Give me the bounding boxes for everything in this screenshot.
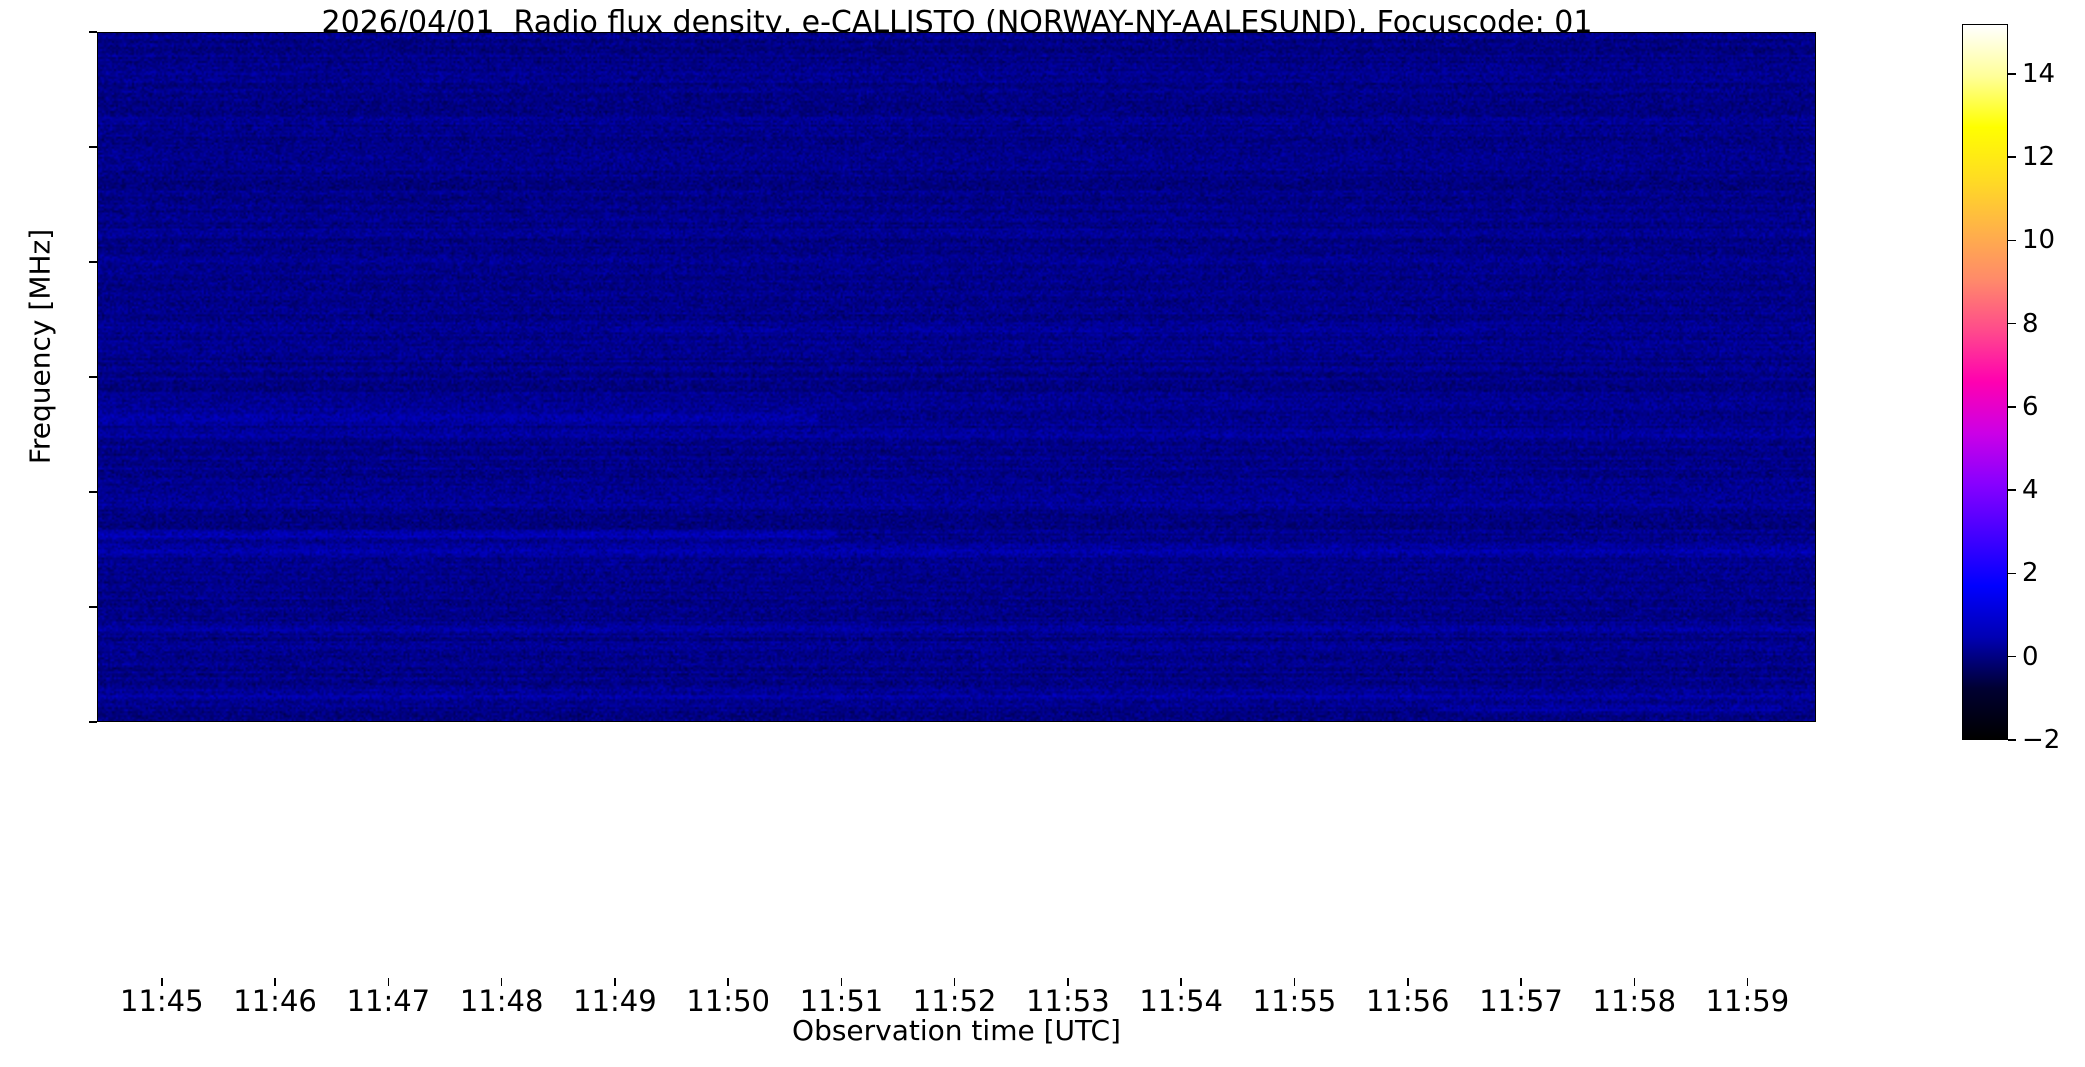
y-tick-mark (89, 146, 97, 148)
x-tick-mark (1067, 978, 1069, 986)
x-tick-label: 11:48 (459, 984, 544, 1018)
x-tick-label: 11:49 (573, 984, 657, 1018)
spectrogram-image (98, 33, 1815, 721)
colorbar-tick-label: 10 (2022, 225, 2056, 256)
x-tick-label: 11:57 (1479, 984, 1563, 1018)
x-tick-label: 11:50 (686, 984, 770, 1018)
colorbar-tick-mark (2008, 739, 2016, 741)
x-tick-mark (614, 978, 616, 986)
x-tick-label: 11:45 (120, 984, 204, 1018)
x-tick-mark (1746, 978, 1749, 986)
colorbar-tick-mark (2008, 73, 2016, 75)
x-axis-label: Observation time [UTC] (792, 1014, 1121, 1047)
x-tick-mark (161, 978, 163, 986)
x-tick-mark (500, 978, 503, 986)
colorbar-tick-label: 14 (2022, 58, 2056, 89)
colorbar-tick-mark (2008, 156, 2016, 158)
x-tick-mark (727, 978, 729, 986)
x-tick-label: 11:46 (233, 984, 317, 1018)
y-tick-mark (89, 376, 97, 378)
colorbar-tick-label: 0 (2022, 641, 2039, 672)
x-tick-mark (1180, 978, 1182, 986)
x-tick-label: 11:55 (1252, 984, 1337, 1018)
colorbar-tick-mark (2008, 572, 2016, 575)
colorbar-tick-mark (2008, 489, 2016, 491)
y-tick-mark (89, 261, 97, 263)
colorbar[interactable]: −2 0 2 4 6 8 10 12 14 (1962, 24, 2060, 755)
x-tick-label: 11:54 (1139, 984, 1223, 1018)
x-tick-mark (1406, 978, 1409, 986)
x-tick-mark (274, 978, 276, 986)
x-tick-mark (1520, 978, 1522, 986)
x-tick-label: 11:47 (346, 984, 431, 1018)
colorbar-tick-mark (2008, 655, 2016, 658)
colorbar-tick-mark (2008, 322, 2016, 325)
x-tick-label: 11:56 (1365, 984, 1450, 1018)
y-axis-label: Frequency [MHz] (23, 228, 57, 465)
y-tick-mark (89, 606, 97, 608)
colorbar-tick-label: 8 (2022, 308, 2039, 339)
x-tick-label: 11:59 (1705, 984, 1790, 1018)
x-tick-label: 11:52 (912, 984, 997, 1018)
x-tick-label: 11:53 (1026, 984, 1110, 1018)
x-tick-mark (953, 978, 956, 986)
colorbar-gradient (1962, 24, 2008, 740)
x-tick-mark (387, 978, 390, 986)
colorbar-tick-label: 6 (2022, 391, 2039, 422)
colorbar-tick-label: −2 (2022, 725, 2061, 755)
x-tick-label: 11:51 (799, 984, 884, 1018)
y-tick-mark (89, 721, 97, 723)
spectrogram-plot-area[interactable] (97, 32, 1816, 722)
x-tick-label: 11:58 (1592, 984, 1677, 1018)
colorbar-tick-mark (2008, 239, 2016, 242)
y-tick-mark (89, 491, 97, 493)
colorbar-tick-label: 12 (2022, 142, 2056, 173)
x-tick-mark (1293, 978, 1296, 986)
x-tick-mark (1633, 978, 1636, 986)
y-tick-mark (89, 31, 97, 33)
colorbar-tick-mark (2008, 406, 2016, 408)
x-tick-mark (840, 978, 843, 986)
colorbar-tick-label: 2 (2022, 558, 2039, 589)
colorbar-tick-label: 4 (2022, 475, 2039, 506)
